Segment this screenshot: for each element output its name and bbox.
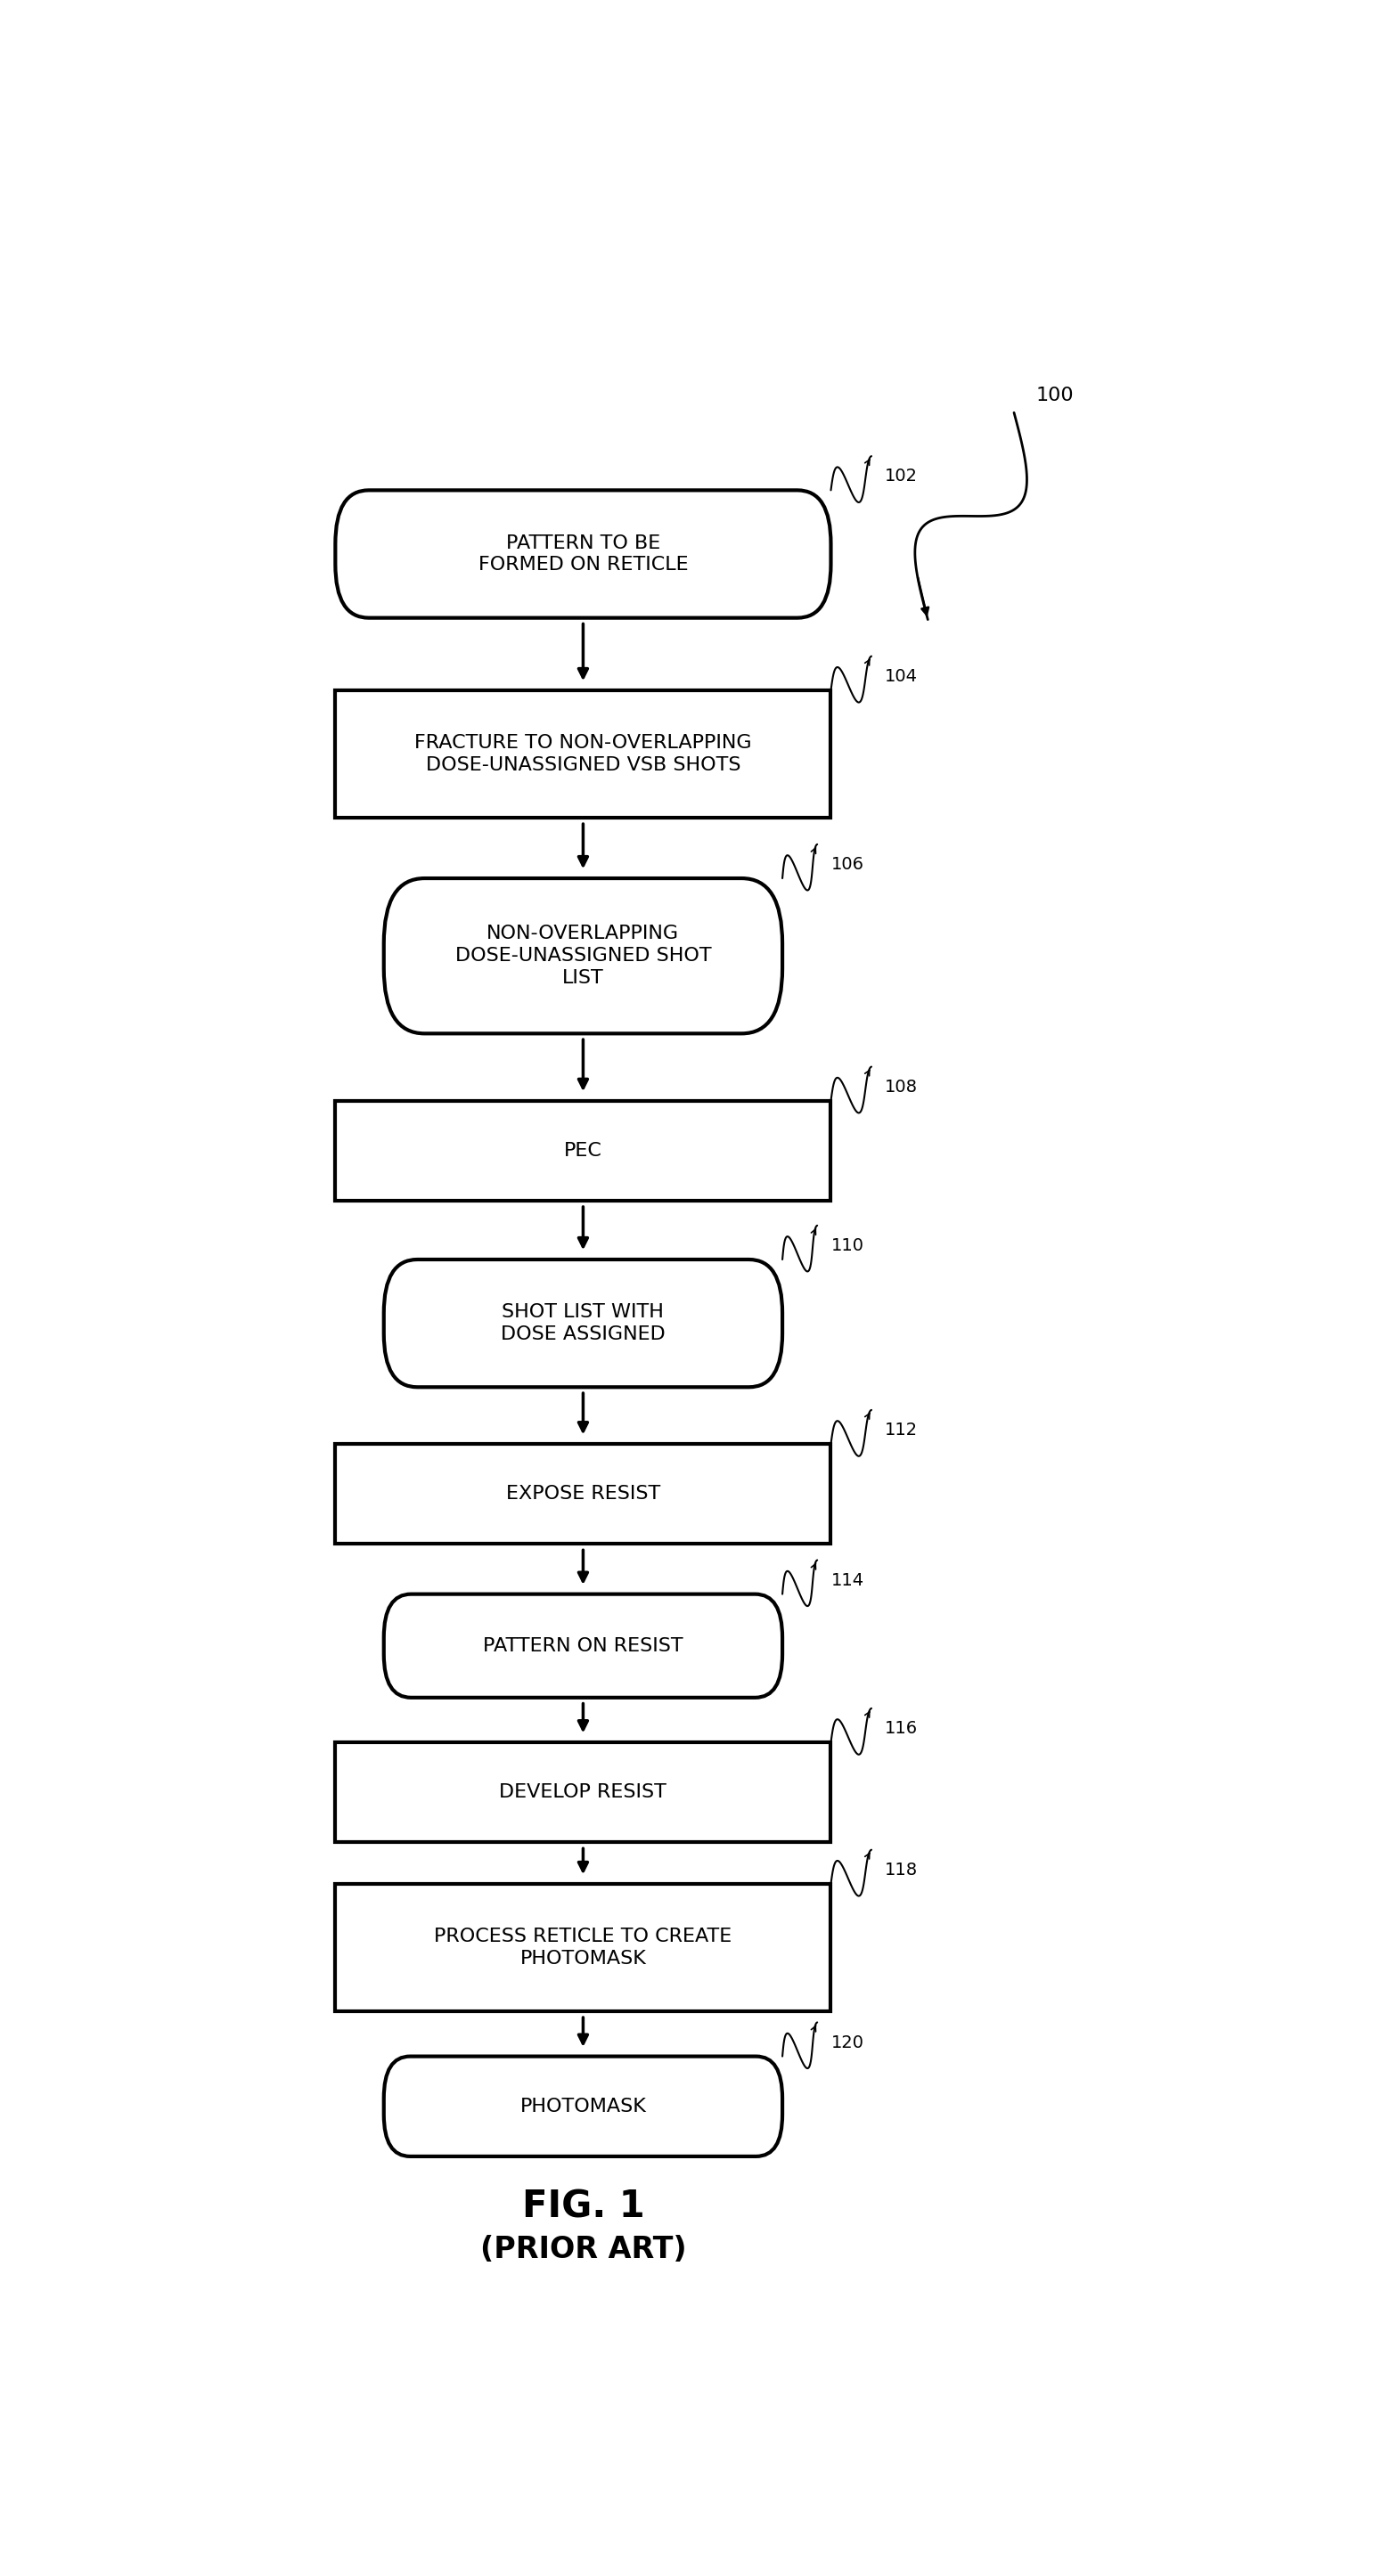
Text: FRACTURE TO NON-OVERLAPPING
DOSE-UNASSIGNED VSB SHOTS: FRACTURE TO NON-OVERLAPPING DOSE-UNASSIG…	[414, 734, 752, 773]
Text: PHOTOMASK: PHOTOMASK	[520, 2097, 646, 2115]
Text: 104: 104	[885, 667, 917, 685]
FancyBboxPatch shape	[335, 489, 831, 618]
Text: 118: 118	[885, 1862, 917, 1878]
FancyBboxPatch shape	[384, 2056, 783, 2156]
Text: 106: 106	[831, 855, 863, 873]
FancyBboxPatch shape	[335, 690, 831, 819]
Text: PATTERN TO BE
FORMED ON RETICLE: PATTERN TO BE FORMED ON RETICLE	[478, 533, 688, 574]
Text: PATTERN ON RESIST: PATTERN ON RESIST	[484, 1636, 682, 1654]
Text: 112: 112	[885, 1422, 917, 1440]
Text: EXPOSE RESIST: EXPOSE RESIST	[506, 1486, 660, 1502]
FancyBboxPatch shape	[335, 1883, 831, 2012]
FancyBboxPatch shape	[384, 878, 783, 1033]
Text: 114: 114	[831, 1571, 865, 1589]
FancyBboxPatch shape	[384, 1595, 783, 1698]
Text: 108: 108	[885, 1079, 917, 1095]
Text: 100: 100	[1036, 386, 1073, 404]
Text: 116: 116	[885, 1721, 917, 1736]
FancyBboxPatch shape	[384, 1260, 783, 1386]
Text: 120: 120	[831, 2035, 863, 2050]
Text: FIG. 1: FIG. 1	[521, 2187, 645, 2226]
FancyBboxPatch shape	[335, 1741, 831, 1842]
Text: PEC: PEC	[564, 1141, 602, 1159]
Text: PROCESS RETICLE TO CREATE
PHOTOMASK: PROCESS RETICLE TO CREATE PHOTOMASK	[434, 1927, 733, 1968]
FancyBboxPatch shape	[335, 1445, 831, 1543]
Text: SHOT LIST WITH
DOSE ASSIGNED: SHOT LIST WITH DOSE ASSIGNED	[500, 1303, 666, 1342]
Text: (PRIOR ART): (PRIOR ART)	[480, 2236, 687, 2264]
FancyBboxPatch shape	[335, 1100, 831, 1200]
Text: DEVELOP RESIST: DEVELOP RESIST	[499, 1783, 667, 1801]
Text: 110: 110	[831, 1236, 863, 1255]
Text: 102: 102	[885, 469, 917, 484]
Text: NON-OVERLAPPING
DOSE-UNASSIGNED SHOT
LIST: NON-OVERLAPPING DOSE-UNASSIGNED SHOT LIS…	[455, 925, 712, 987]
